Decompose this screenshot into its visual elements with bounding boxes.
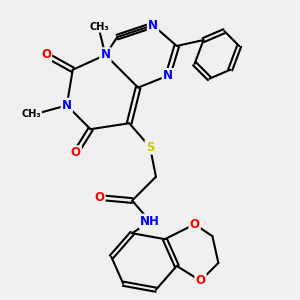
Text: S: S xyxy=(146,140,154,154)
Text: O: O xyxy=(71,146,81,160)
Text: N: N xyxy=(163,69,173,82)
Text: O: O xyxy=(196,274,206,287)
Text: N: N xyxy=(62,99,72,112)
Text: O: O xyxy=(94,191,104,204)
Text: N: N xyxy=(100,48,110,62)
Text: CH₃: CH₃ xyxy=(21,109,41,119)
Text: O: O xyxy=(41,48,51,62)
Text: N: N xyxy=(148,19,158,32)
Text: O: O xyxy=(190,218,200,231)
Text: NH: NH xyxy=(140,215,160,228)
Text: CH₃: CH₃ xyxy=(90,22,109,32)
